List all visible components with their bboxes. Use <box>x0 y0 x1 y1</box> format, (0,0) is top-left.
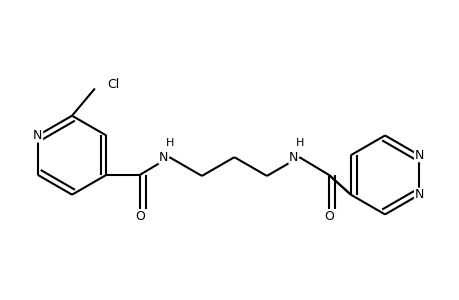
Text: H: H <box>166 138 174 148</box>
Text: N: N <box>414 188 423 201</box>
Text: N: N <box>288 151 298 164</box>
Text: H: H <box>296 138 304 148</box>
Text: N: N <box>414 149 423 162</box>
Text: O: O <box>323 210 333 223</box>
Text: O: O <box>134 210 145 223</box>
Text: N: N <box>159 151 168 164</box>
Text: Cl: Cl <box>107 78 119 91</box>
Text: N: N <box>33 129 42 142</box>
